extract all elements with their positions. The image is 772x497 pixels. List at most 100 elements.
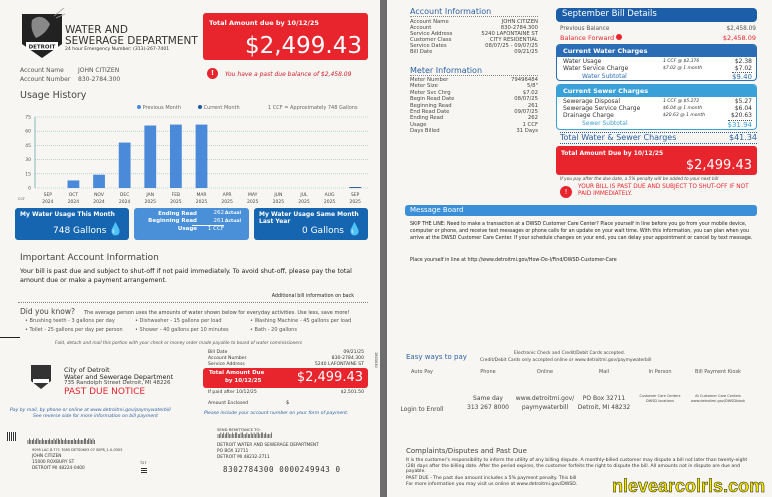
info-value: 830-2784.300	[500, 25, 538, 31]
info-row: Begin Read Date 08/07/25	[410, 96, 538, 102]
usage-last-year-box: My Water Usage Same Month Last Year 0 Ga…	[254, 208, 368, 240]
info-label: Days Billed	[410, 128, 440, 135]
pay-method-label: Phone	[480, 369, 496, 375]
total-ws-row: Total Water & Sewer Charges $41.34	[560, 132, 757, 144]
alert-icon: !	[560, 186, 572, 198]
info-row: Meter Size 5/8"	[410, 83, 538, 89]
info-value: 79496484	[511, 77, 538, 83]
y-tick-label: 30	[25, 157, 31, 163]
info-row: Account 830-2784.300	[410, 25, 538, 31]
mail-name: JOHN CITIZEN	[32, 454, 62, 459]
pay-note: Pay by mail, by phone or online at www.d…	[10, 408, 171, 413]
detroit-logo-small	[31, 365, 51, 389]
pay-method-label: In Person	[648, 369, 672, 375]
balance-forward-label: Balance Forward	[560, 34, 623, 42]
pay-method-label: Bill Payment Kiosk	[695, 369, 741, 375]
pay-note-2: See reverse side for more information on…	[33, 414, 158, 419]
alert-icon	[616, 34, 623, 40]
y-axis-label: CCF	[18, 197, 25, 201]
bar	[93, 174, 105, 188]
stub-service-label: Service Address	[208, 362, 245, 367]
stub-service: 5240 LAFONTAINE ST	[314, 362, 364, 367]
svg-text:DETROIT: DETROIT	[29, 45, 56, 51]
ccf-note: 1 CCF = Approximately 748 Gallons	[268, 105, 358, 111]
x-tick-label: JUL	[299, 192, 308, 198]
account-name-label: Account Name	[20, 67, 64, 74]
usage-this-month-box: My Water Usage This Month 748 Gallons 💧	[15, 208, 129, 240]
detroit-logo: DETROIT	[22, 7, 66, 58]
customer-care-link[interactable]: Place yourself in line at http://www.det…	[410, 258, 617, 263]
pay-method-detail[interactable]: Login to Enroll	[400, 406, 444, 413]
stub-bill-date: 09/21/25	[343, 350, 364, 355]
charge-row: Sewerage Service Charge $6.04 @ 1 month $6…	[563, 105, 752, 112]
pay-method-label: Auto Pay	[410, 369, 434, 375]
ending-read-label: Ending Read	[158, 211, 197, 217]
stub-bill-date-label: Bill Date	[208, 350, 228, 355]
tip: • Brushing teeth - 3 gallons per day	[25, 318, 115, 324]
info-row: Bill Date 09/21/25	[410, 49, 538, 55]
charge-rate: $20.63 @ 1 month	[663, 113, 706, 118]
usage-label: Usage	[177, 226, 197, 232]
bill-due-label: Total Amount Due by 10/12/25	[561, 150, 664, 157]
info-row: Usage 1 CCF	[410, 122, 538, 128]
tip: • Washing Machine - 45 gallons per load	[250, 318, 352, 324]
postal-barcode: ılıılıllıılıııılıılıllılıılııııılıılıııl…	[27, 438, 95, 446]
info-value: $7.02	[522, 89, 538, 96]
total-due-amount: $2,499.43	[244, 33, 362, 59]
info-row: Meter Svc Chrg $7.02	[410, 90, 538, 96]
amount-enclosed-label: Amount Enclosed	[208, 401, 249, 406]
charge-row: Water Usage 1 CCF @ $2.376 $2.38	[563, 58, 752, 65]
x-tick-label: MAR	[196, 192, 206, 198]
amount-enclosed-field[interactable]: $	[286, 400, 290, 406]
pay-method-detail[interactable]: www.detroitmi.gov/	[515, 395, 575, 402]
mail-street: 15000 ROXBURY ST	[32, 460, 75, 465]
stub-due-box: Total Amount Due by 10/12/25 $2,499.43	[203, 368, 368, 388]
ending-read: 262	[213, 210, 225, 216]
usage-chart: 01530456075CCFSEP2024OCT2024NOV2024DEC20…	[18, 115, 368, 205]
x-tick-label: 2025	[221, 199, 233, 205]
pay-method-label: Mail	[598, 369, 610, 375]
scan-line: 8302784300 0000249943 0	[223, 465, 341, 474]
charge-name: Drainage Charge	[563, 112, 614, 119]
prev-balance: $2,458.09	[726, 26, 756, 32]
emergency-number: 24 hour Emergency Number: (313)-267-7401	[65, 47, 170, 52]
info-value: JOHN CITIZEN	[501, 19, 538, 25]
info-label: Meter Size	[410, 83, 438, 90]
total-ws: $41.34	[729, 133, 757, 142]
info-label: Bill Date	[410, 49, 433, 55]
total-ws-label: Total Water & Sewer Charges	[560, 133, 677, 142]
charge-amount: $6.04	[734, 105, 752, 112]
page-divider	[380, 0, 387, 497]
info-label: Service Address	[410, 31, 453, 37]
usage-value: 1 CCF	[207, 226, 224, 232]
water-charges-box: Current Water Charges Water Usage 1 CCF @…	[556, 44, 757, 81]
bar	[67, 180, 80, 188]
mail-code: 9095 LAC 8.771 7085 DETS0603 07 S0P8_1-0…	[32, 448, 123, 452]
pay-method-detail: Customer Care Centers	[639, 394, 681, 398]
late-label: If paid after 10/12/25	[208, 390, 257, 395]
remit-po: PO BOX 32711	[217, 449, 249, 454]
info-label: Service Dates	[410, 43, 447, 49]
usage-title: Usage History	[20, 90, 87, 101]
bill-due-box: Total Amount Due by 10/12/25 $2,499.43	[556, 146, 757, 175]
shutoff-warning: YOUR BILL IS PAST DUE AND SUBJECT TO SHU…	[578, 184, 749, 197]
y-tick-label: 75	[25, 115, 31, 121]
x-tick-label: SEP	[44, 192, 53, 198]
pay-method-detail: DWSD locations	[646, 399, 674, 403]
sewer-subtotal-label: Sewer Subtotal	[582, 120, 628, 127]
pay-note-2: Credit/Debit Cards only accepted online …	[480, 358, 652, 363]
info-value: 262	[527, 115, 538, 122]
x-tick-label: JUN	[273, 192, 282, 198]
more-info-text: For more information you may visit us on…	[406, 482, 578, 487]
tip: • Bath - 20 gallons	[250, 327, 297, 333]
charge-amount: $20.63	[731, 112, 752, 119]
pay-method-detail: 313 267 8000	[467, 404, 509, 411]
stub-due-amount: $2,499.43	[296, 370, 363, 385]
did-you-know-intro: The average person uses the amounts of w…	[84, 310, 350, 316]
x-tick-label: 2025	[324, 199, 336, 205]
divider	[18, 302, 368, 303]
pay-title: Easy ways to pay	[406, 353, 467, 361]
remit-city: DETROIT MI 48232-2711	[217, 455, 270, 460]
important-title: Important Account Information	[20, 253, 159, 263]
info-label: Meter Svc Chrg	[410, 89, 451, 96]
